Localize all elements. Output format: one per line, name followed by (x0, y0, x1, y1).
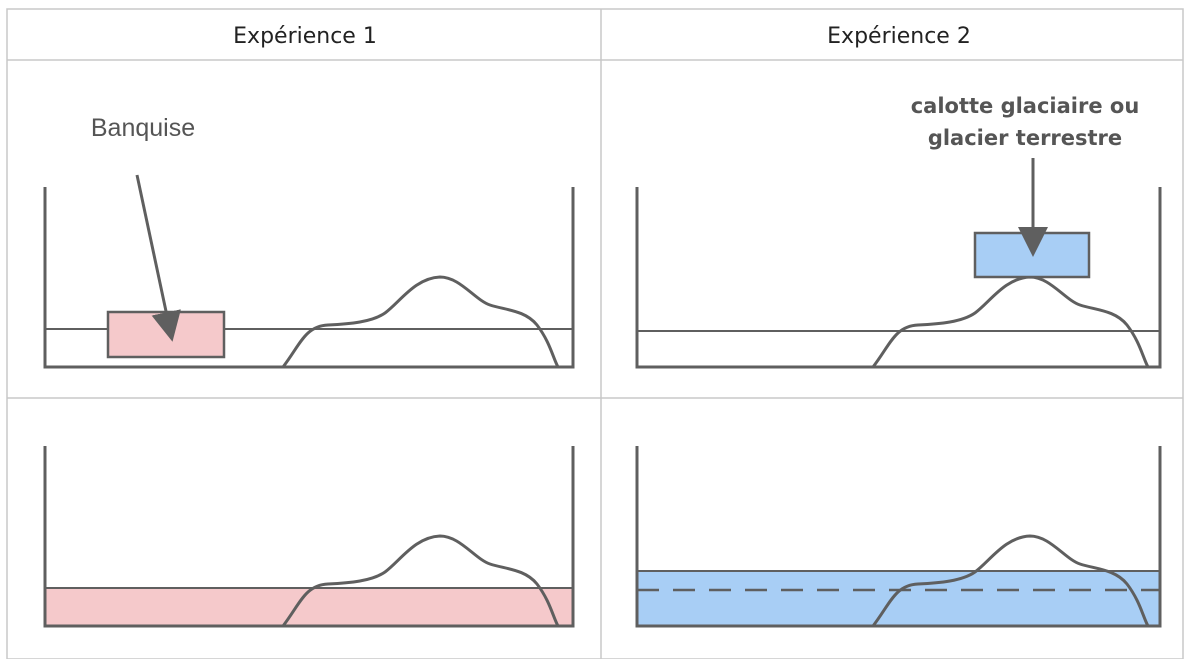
exp1-before-panel (43, 174, 575, 369)
exp2-before-container (635, 187, 1162, 369)
exp1-before-landmass (281, 275, 560, 368)
sea-ice-label: Banquise (91, 114, 195, 142)
exp1-sea-ice-arrow (135, 174, 181, 342)
exp1-after-container (43, 446, 575, 628)
exp1-after-panel (43, 446, 575, 628)
exp2-after-landmass (871, 534, 1150, 627)
exp2-after-container (635, 446, 1162, 628)
header-experiment-1: Expérience 1 (233, 24, 377, 49)
exp1-after-melted-water (45, 588, 573, 626)
exp2-after-risen-water (637, 571, 1160, 626)
exp2-before-landmass (871, 275, 1150, 368)
header-experiment-2: Expérience 2 (827, 24, 971, 49)
table-grid (6, 8, 1184, 659)
table-border (6, 8, 1184, 659)
ice-sheet-label-line1: calotte glaciaire ou (911, 94, 1140, 118)
exp1-after-landmass (281, 534, 560, 627)
exp2-before-panel (635, 158, 1162, 369)
ice-sheet-label-line2: glacier terrestre (928, 126, 1122, 150)
exp1-before-container (43, 187, 575, 369)
exp1-sea-ice-block (106, 310, 226, 359)
exp2-after-panel (635, 446, 1162, 628)
